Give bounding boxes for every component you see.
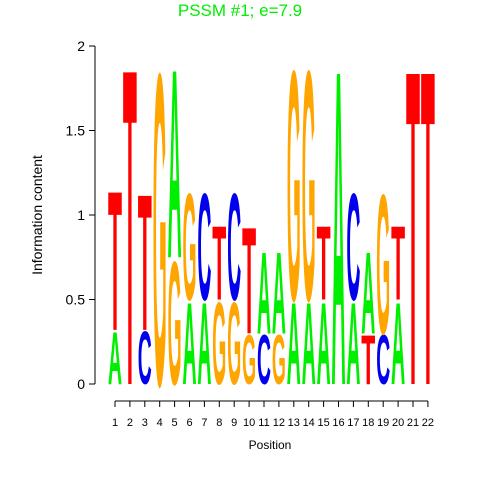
x-tick-label: 1 [112, 417, 118, 429]
x-tick-label: 16 [332, 417, 344, 429]
logo-letter: G [272, 321, 286, 399]
logo-letter: A [272, 228, 286, 359]
x-tick-label: 8 [216, 417, 222, 429]
logo-letter: T [421, 0, 435, 480]
logo-letter: T [138, 154, 152, 372]
logo-letter: A [346, 279, 360, 410]
logo-letter: G [168, 225, 182, 422]
logo-letter: G [242, 321, 256, 399]
logo-letter: C [227, 162, 241, 332]
chart-title: PSSM #1; e=7.9 [178, 1, 302, 20]
x-tick-label: 22 [422, 417, 434, 429]
x-tick-label: 11 [258, 417, 269, 429]
logo-letter: G [302, 3, 316, 370]
logo-letter: G [183, 162, 197, 332]
logo-letter: T [361, 321, 375, 399]
x-tick-label: 13 [288, 417, 300, 429]
logo-letter: C [376, 321, 390, 399]
x-tick-label: 6 [186, 417, 192, 429]
logo-letter: G [287, 3, 301, 370]
y-tick-label: 0.5 [66, 292, 86, 308]
logo-letter: A [257, 228, 271, 359]
x-tick-label: 17 [347, 417, 359, 429]
logo-letter: A [168, 15, 182, 316]
x-tick-label: 7 [201, 417, 207, 429]
x-tick-label: 9 [231, 417, 237, 429]
logo-letter: G [153, 0, 167, 479]
x-tick-label: 14 [303, 417, 315, 429]
logo-letter: A [332, 0, 346, 480]
x-tick-label: 4 [157, 417, 163, 429]
y-tick-label: 2 [77, 38, 85, 54]
logo-letter: C [138, 316, 152, 400]
logo-letter: A [302, 279, 316, 410]
x-tick-label: 21 [407, 417, 419, 429]
y-tick-label: 0 [77, 376, 85, 392]
y-tick-label: 1 [77, 207, 85, 223]
logo-letter: T [242, 196, 256, 366]
logo-letter: G [227, 279, 241, 410]
logo-letter: A [183, 279, 197, 410]
x-tick-label: 15 [317, 417, 329, 429]
logo-letter: T [212, 204, 226, 322]
x-tick-label: 19 [377, 417, 389, 429]
logo-letter: T [391, 204, 405, 322]
logo-letter: T [317, 204, 331, 322]
y-axis-label: Information content [29, 155, 45, 275]
logo-letter: A [391, 279, 405, 410]
x-axis-label: Position [249, 438, 292, 452]
logo-letter: C [346, 162, 360, 332]
logo-letter: A [197, 279, 211, 410]
logo-letter: A [108, 316, 122, 400]
x-tick-label: 10 [243, 417, 255, 429]
x-tick-label: 5 [172, 417, 178, 429]
x-tick-label: 20 [392, 417, 404, 429]
logo-letter: G [212, 279, 226, 410]
logo-letter: C [257, 321, 271, 399]
logo-letter: C [197, 162, 211, 332]
logo-letter: T [406, 0, 420, 480]
logo-letter: A [361, 228, 375, 359]
logo-letter: G [376, 154, 390, 377]
logo-letter: T [108, 150, 122, 373]
logo-letter: A [317, 279, 331, 410]
logo-letter: A [287, 279, 301, 410]
x-tick-label: 3 [142, 417, 148, 429]
x-tick-label: 18 [362, 417, 374, 429]
logo-letter: T [123, 0, 137, 480]
y-tick-label: 1.5 [66, 123, 86, 139]
x-tick-label: 2 [127, 417, 133, 429]
x-tick-label: 12 [273, 417, 285, 429]
